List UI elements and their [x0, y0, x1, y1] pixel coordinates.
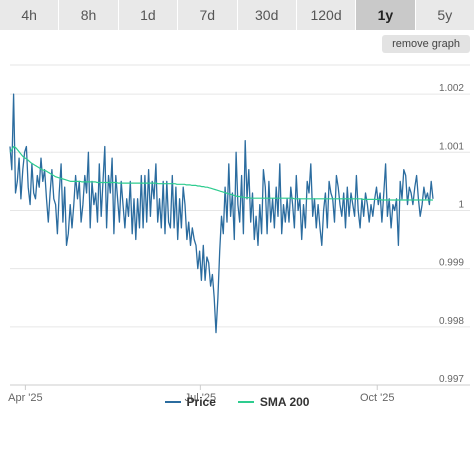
price-line — [9, 93, 434, 334]
y-tick-label: 0.997 — [439, 374, 464, 385]
price-line-swatch — [164, 401, 181, 403]
tab-1d[interactable]: 1d — [119, 0, 179, 30]
y-tick-label: 0.999 — [439, 258, 464, 269]
grid-lines — [10, 64, 470, 386]
tab-5y[interactable]: 5y — [437, 7, 453, 23]
tab-1y[interactable]: 1y — [356, 0, 416, 30]
legend-item-price[interactable]: Price — [164, 395, 216, 409]
sma-200-line — [9, 145, 433, 201]
y-tick-label: 1.001 — [439, 141, 464, 152]
tab-30d[interactable]: 30d — [238, 0, 297, 30]
legend-label-sma: SMA 200 — [259, 395, 310, 409]
tab-120d[interactable]: 120d — [297, 0, 357, 30]
sma-line-swatch — [237, 401, 254, 403]
tab-7d[interactable]: 7d — [178, 0, 238, 30]
legend: Price SMA 200 — [0, 392, 474, 412]
tab-8h[interactable]: 8h — [59, 0, 119, 30]
y-tick-label: 1 — [458, 199, 464, 210]
y-axis: 0.997 0.998 0.999 1 1.001 1.002 — [439, 83, 464, 385]
time-range-tabs: 4h 8h 1d 7d 30d 120d 1y 5y — [0, 0, 474, 30]
legend-label-price: Price — [186, 395, 216, 409]
x-tick-label: Jul '25 — [185, 392, 216, 404]
x-axis: Apr '25 Jul '25 Oct '25 — [8, 384, 470, 404]
series-lines — [9, 93, 434, 334]
tab-4h[interactable]: 4h — [0, 0, 60, 30]
y-tick-label: 1.002 — [439, 83, 464, 94]
x-tick-label: Apr '25 — [8, 392, 43, 404]
remove-graph-button[interactable]: remove graph — [382, 35, 470, 53]
legend-item-sma[interactable]: SMA 200 — [237, 395, 310, 409]
x-tick-label: Oct '25 — [360, 392, 395, 404]
y-tick-label: 0.998 — [439, 316, 464, 327]
